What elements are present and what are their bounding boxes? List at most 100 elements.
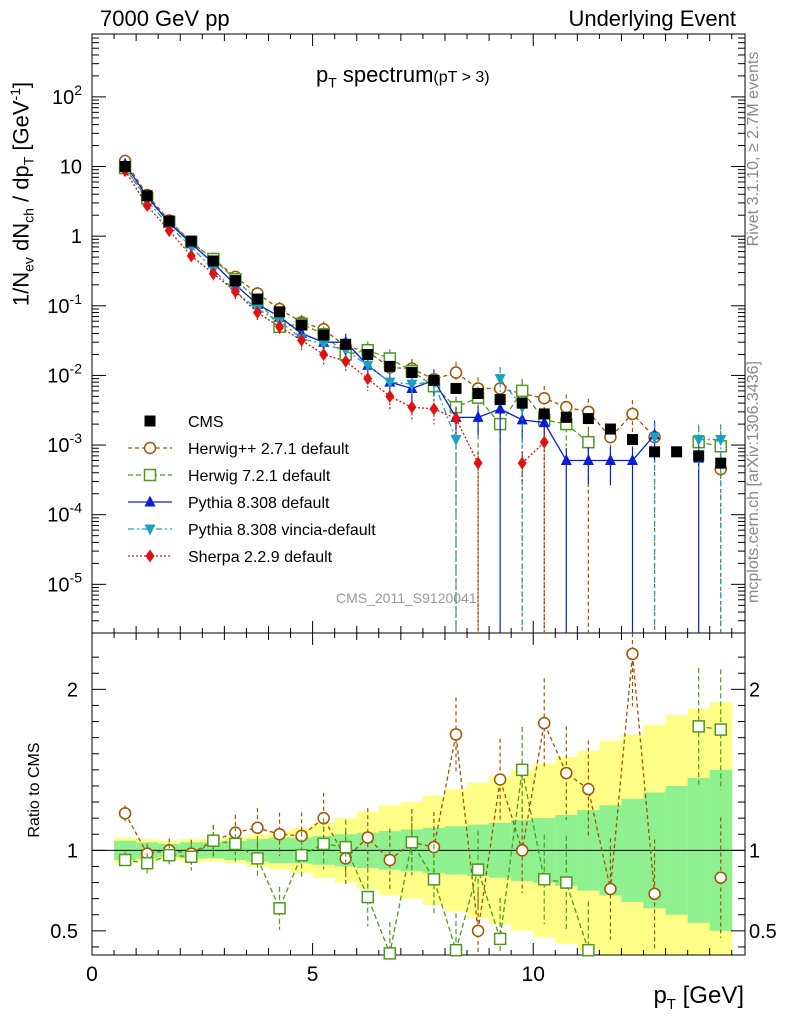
x-tick-label: 10 [522, 963, 545, 986]
y-tick-label: 10-5 [47, 569, 82, 596]
legend-label: Sherpa 2.2.9 default [188, 549, 333, 566]
series-point [626, 407, 639, 421]
data-point [582, 413, 594, 425]
ratio-point [537, 716, 551, 730]
series-point [384, 377, 396, 389]
data-point [715, 457, 727, 469]
data-point [163, 215, 175, 227]
series-point [429, 402, 439, 416]
ratio-point [449, 943, 463, 957]
ratio-point [229, 837, 242, 851]
data-point [406, 367, 418, 379]
data-point [428, 374, 440, 386]
ratio-point [714, 871, 727, 884]
plot-title: pT spectrum(pT > 3) [316, 62, 490, 91]
ratio-y-axis-label: Ratio to CMS [26, 742, 43, 838]
series-point [473, 456, 483, 470]
series-point [515, 384, 529, 398]
ratio-point [714, 723, 727, 736]
ratio-point [449, 728, 463, 741]
ratio-y-tick-label-right: 1 [749, 840, 760, 862]
ratio-point [405, 836, 419, 849]
series-point [142, 199, 152, 213]
ratio-point [604, 882, 617, 896]
ratio-point [582, 943, 595, 957]
legend-marker [143, 441, 157, 455]
y-tick-label: 10-4 [47, 500, 82, 527]
series-point [230, 285, 240, 299]
series-line [124, 167, 457, 440]
mcplots-label: mcplots.cern.ch [arXiv:1306.3436] [745, 361, 762, 603]
ratio-y-tick-label-right: 0.5 [749, 921, 777, 943]
series-point [582, 435, 595, 449]
series-point [449, 366, 463, 379]
ratio-y-tick-label-right: 2 [749, 679, 760, 701]
x-axis-label: pT [GeV] [653, 982, 744, 1013]
series-point [407, 400, 417, 414]
series-point [363, 372, 373, 386]
ratio-point [118, 807, 132, 820]
ratio-point [185, 850, 198, 864]
series-point [186, 249, 196, 263]
data-point [207, 255, 219, 267]
legend-marker [144, 495, 156, 507]
main-frame [91, 33, 746, 634]
y-tick-label: 10-2 [47, 360, 82, 387]
main-y-axis-label: 1/Nev dNch / dpT [GeV-1] [7, 81, 37, 307]
legend-label: Herwig 7.2.1 default [188, 468, 331, 485]
series-point [539, 435, 549, 449]
ratio-point [692, 720, 705, 733]
data-point [649, 446, 661, 458]
ratio-point [207, 834, 220, 847]
ratio-point [471, 924, 485, 938]
series-point [318, 339, 330, 351]
ratio-point [560, 876, 573, 889]
series-point [252, 306, 262, 320]
ratio-point [361, 831, 375, 844]
series-point [406, 379, 418, 391]
ratio-point [582, 782, 595, 796]
rivet-version-label: Rivet 3.1.10, ≥ 2.7M events [745, 51, 762, 247]
y-tick-label: 1 [71, 226, 82, 248]
series-point [494, 402, 506, 414]
data-point [384, 360, 396, 372]
data-point [362, 348, 374, 360]
data-point [450, 382, 462, 394]
data-point [251, 293, 263, 305]
series-point [537, 392, 551, 405]
y-tick-label: 10-3 [47, 430, 82, 457]
data-point [560, 411, 572, 423]
series-point [385, 389, 395, 403]
legend-label: Pythia 8.308 default [188, 495, 330, 512]
ratio-y-tick-label: 2 [67, 679, 78, 701]
data-point [538, 408, 550, 420]
legend-label: Pythia 8.308 vincia-default [188, 522, 376, 539]
ratio-point [537, 873, 551, 886]
series-point [494, 374, 506, 386]
ratio-point [626, 647, 639, 661]
y-tick-label: 10 [60, 157, 82, 179]
ratio-point [361, 890, 375, 904]
ratio-y-tick-label: 1 [67, 840, 78, 862]
data-point [185, 235, 197, 247]
analysis-watermark: CMS_2011_S9120041 [336, 590, 477, 606]
ratio-point [648, 887, 661, 901]
data-point [472, 388, 484, 400]
ratio-point [273, 828, 286, 841]
data-point [340, 338, 352, 350]
ratio-point [118, 853, 132, 867]
legend-marker [144, 524, 156, 536]
series-point [319, 347, 329, 361]
legend-marker [145, 549, 155, 563]
series-point [538, 416, 550, 428]
series-point [604, 454, 616, 466]
ratio-point [493, 932, 507, 946]
data-point [494, 394, 506, 406]
header-energy: 7000 GeV pp [100, 6, 230, 31]
series-line [124, 170, 479, 464]
data-point [693, 450, 705, 462]
ratio-point [317, 811, 330, 825]
data-point [516, 397, 528, 409]
series-point [715, 435, 727, 447]
